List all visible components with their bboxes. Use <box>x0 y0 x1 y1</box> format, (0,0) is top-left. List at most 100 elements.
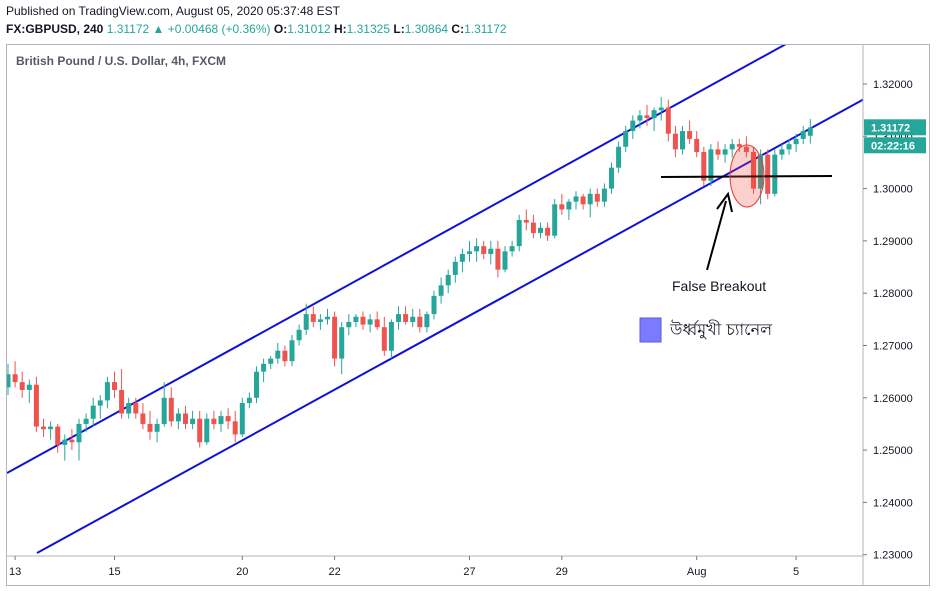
candle <box>502 246 508 273</box>
chart-caption: British Pound / U.S. Dollar, 4h, FXCM <box>16 54 227 68</box>
candle <box>644 104 650 126</box>
candle <box>104 376 110 409</box>
y-tick-label: 1.26000 <box>873 393 913 405</box>
candle <box>552 199 558 239</box>
candle-body <box>559 204 565 210</box>
candle-body <box>807 127 813 136</box>
candle-body <box>112 382 117 390</box>
channel-lower-line <box>36 98 863 554</box>
candle-body <box>751 151 756 189</box>
candle-body <box>459 253 465 262</box>
candle-body <box>708 149 714 181</box>
candle-body <box>282 350 288 362</box>
high-label: H: <box>333 22 347 36</box>
candle-body <box>97 400 103 406</box>
candle-body <box>665 107 671 134</box>
candle <box>119 369 125 419</box>
candle-body <box>161 397 167 424</box>
candle-body <box>360 316 366 325</box>
candle <box>566 199 572 220</box>
candle <box>474 238 480 262</box>
candle-body <box>168 397 174 422</box>
candle-body <box>197 418 203 443</box>
candle-body <box>701 151 707 181</box>
candle-body <box>104 382 110 401</box>
candle-body <box>800 131 806 139</box>
candle <box>154 418 160 443</box>
candle <box>232 410 238 443</box>
candle <box>12 361 18 388</box>
countdown-label: 02:22:16 <box>871 140 915 152</box>
candle <box>530 214 536 239</box>
candle <box>459 248 465 273</box>
candle <box>133 397 139 419</box>
candle-body <box>736 144 742 147</box>
candle <box>467 240 472 262</box>
low-value: 1.30864 <box>404 22 449 36</box>
candle <box>722 144 728 163</box>
candle <box>261 358 267 383</box>
candle-body <box>545 227 551 236</box>
candle <box>452 256 458 283</box>
candle <box>431 290 437 320</box>
candle-body <box>488 248 494 254</box>
low-label: L: <box>393 22 405 36</box>
candle <box>55 423 61 453</box>
candle <box>19 371 25 398</box>
symbol-label: FX:GBPUSD, 240 <box>6 22 104 36</box>
x-tick-label: 22 <box>328 566 340 578</box>
candle <box>168 387 174 427</box>
y-tick-label: 1.29000 <box>873 236 913 248</box>
candle <box>339 321 345 375</box>
change-value: +0.00468 (+0.36%) <box>167 22 271 36</box>
candle <box>708 144 714 186</box>
candle <box>481 240 487 260</box>
candle <box>140 403 146 430</box>
candle-body <box>381 327 387 351</box>
candle-body <box>211 418 217 424</box>
candle-body <box>133 403 139 414</box>
x-tick-label: 13 <box>9 566 21 578</box>
candle-body <box>637 115 643 121</box>
candle <box>623 125 629 152</box>
candle <box>751 146 756 194</box>
candle <box>523 209 529 231</box>
candle-body <box>452 261 458 275</box>
candle <box>197 410 203 448</box>
candle-body <box>623 131 629 147</box>
candle <box>488 240 494 265</box>
y-tick-label: 1.25000 <box>873 445 913 457</box>
up-arrow-icon: ▲ <box>152 22 165 36</box>
price-tag <box>864 119 926 136</box>
candle-body <box>325 316 330 320</box>
candle <box>417 308 423 333</box>
candle <box>438 277 444 304</box>
candle <box>765 149 771 200</box>
candle-body <box>310 314 316 322</box>
candle-body <box>268 358 274 364</box>
candle-body <box>147 423 153 432</box>
candle-body <box>190 418 196 424</box>
candle <box>183 405 188 430</box>
candle-body <box>62 439 68 445</box>
candle <box>651 107 657 132</box>
candle <box>175 408 181 430</box>
candle <box>538 222 543 239</box>
candle-body <box>616 146 622 168</box>
candle <box>403 306 409 325</box>
high-value: 1.31325 <box>346 22 391 36</box>
candle-body <box>644 115 650 118</box>
candle <box>83 413 89 432</box>
candle-body <box>317 319 323 322</box>
x-tick-label: 27 <box>463 566 475 578</box>
close-label: C: <box>451 22 465 36</box>
candle <box>332 311 338 367</box>
candle <box>26 379 32 404</box>
candle-body <box>552 204 558 236</box>
candle <box>609 162 614 194</box>
candle <box>239 397 245 438</box>
candle <box>410 308 416 328</box>
candle-body <box>758 154 764 189</box>
candle-body <box>339 327 345 359</box>
